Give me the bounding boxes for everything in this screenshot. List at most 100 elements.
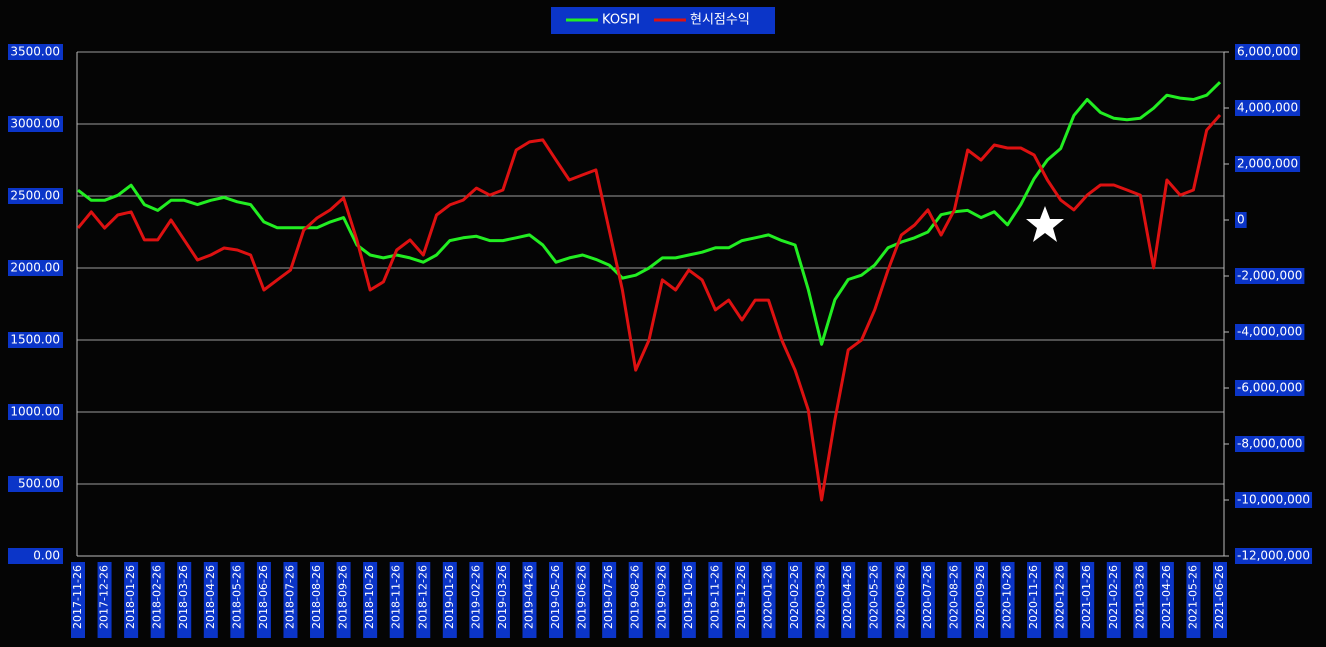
x-tick-label-bg	[947, 562, 962, 638]
y-tick-label-bg	[8, 116, 63, 132]
x-tick-label: 2019-03-26	[496, 565, 509, 629]
x-tick-label: 2018-09-26	[337, 565, 350, 629]
x-tick-label: 2019-11-26	[708, 565, 721, 629]
y2-tick-label-bg	[1235, 212, 1247, 228]
x-tick-label: 2020-02-26	[788, 565, 801, 629]
x-tick-label-bg	[442, 562, 457, 638]
x-tick-label-bg	[71, 562, 85, 638]
x-tick-label-bg	[602, 562, 617, 638]
x-tick-label: 2019-07-26	[602, 565, 615, 629]
y2-tick-label-bg	[1235, 548, 1313, 564]
x-tick-label-bg	[389, 562, 404, 638]
x-tick-label-bg	[256, 562, 271, 638]
x-tick-label: 2018-04-26	[204, 565, 217, 629]
x-tick-label: 2021-03-26	[1133, 565, 1146, 629]
y2-tick-label-bg	[1235, 492, 1313, 508]
x-tick-label: 2019-09-26	[655, 565, 668, 629]
x-tick-label-bg	[97, 562, 112, 638]
x-tick-label: 2020-08-26	[947, 565, 960, 629]
x-tick-label-bg	[867, 562, 882, 638]
x-tick-label-bg	[681, 562, 696, 638]
y2-tick-label-bg	[1235, 324, 1305, 340]
x-tick-label-bg	[708, 562, 723, 638]
x-tick-label: 2020-01-26	[762, 565, 775, 629]
x-tick-label-bg	[841, 562, 856, 638]
x-tick-label: 2020-12-26	[1054, 565, 1067, 629]
x-tick-label: 2020-04-26	[841, 565, 854, 629]
x-tick-label: 2017-11-26	[71, 565, 84, 629]
x-tick-label-bg	[1027, 562, 1042, 638]
x-tick-label: 2020-07-26	[921, 565, 934, 629]
x-tick-label: 2021-05-26	[1186, 565, 1199, 629]
x-tick-label-bg	[522, 562, 537, 638]
star-marker	[1026, 206, 1064, 242]
y2-tick-label: 6,000,000	[1237, 45, 1298, 59]
y2-tick-label-bg	[1235, 44, 1301, 60]
x-tick-label-bg	[310, 562, 325, 638]
x-tick-label: 2019-06-26	[576, 565, 589, 629]
x-tick-label: 2019-02-26	[469, 565, 482, 629]
legend-label: 현시점수익	[690, 13, 750, 28]
x-tick-label: 2020-09-26	[974, 565, 987, 629]
series-line	[77, 81, 1222, 346]
y-tick-label-bg	[8, 332, 63, 348]
x-tick-label: 2018-12-26	[416, 565, 429, 629]
x-tick-label: 2020-03-26	[815, 565, 828, 629]
y-tick-label: 500.00	[18, 477, 60, 491]
y2-tick-label: 4,000,000	[1237, 101, 1298, 115]
x-tick-label-bg	[1213, 562, 1227, 638]
x-tick-label-bg	[363, 562, 378, 638]
y2-tick-label: -6,000,000	[1237, 381, 1302, 395]
x-tick-label: 2019-08-26	[629, 565, 642, 629]
x-tick-label: 2021-01-26	[1080, 565, 1093, 629]
x-tick-label-bg	[177, 562, 192, 638]
x-tick-label-bg	[1186, 562, 1201, 638]
y-tick-label: 3000.00	[10, 117, 60, 131]
x-tick-label-bg	[336, 562, 351, 638]
y-tick-label: 2000.00	[10, 261, 60, 275]
y2-tick-label: 2,000,000	[1237, 157, 1298, 171]
x-tick-label-bg	[230, 562, 245, 638]
x-tick-label-bg	[788, 562, 803, 638]
x-tick-label-bg	[1106, 562, 1121, 638]
x-tick-label-bg	[1000, 562, 1015, 638]
x-tick-label-bg	[973, 562, 988, 638]
y2-tick-label-bg	[1235, 268, 1305, 284]
x-tick-label-bg	[575, 562, 590, 638]
x-tick-label: 2017-12-26	[98, 565, 111, 629]
x-tick-label: 2018-01-26	[124, 565, 137, 629]
y2-tick-label: -10,000,000	[1237, 493, 1310, 507]
x-tick-label: 2021-04-26	[1160, 565, 1173, 629]
y2-tick-label: -12,000,000	[1237, 549, 1310, 563]
y2-tick-label-bg	[1235, 156, 1301, 172]
x-tick-label: 2020-11-26	[1027, 565, 1040, 629]
x-tick-label: 2019-04-26	[522, 565, 535, 629]
x-tick-label-bg	[150, 562, 165, 638]
x-tick-label-bg	[549, 562, 564, 638]
x-tick-label-bg	[655, 562, 670, 638]
x-tick-label-bg	[469, 562, 484, 638]
x-tick-label-bg	[203, 562, 218, 638]
series-line	[76, 114, 1222, 502]
y-tick-label-bg	[8, 260, 63, 276]
y-tick-label-bg	[8, 404, 63, 420]
x-tick-label: 2021-06-26	[1213, 565, 1226, 629]
x-tick-label-bg	[814, 562, 829, 638]
x-tick-label-bg	[1159, 562, 1174, 638]
y-tick-label-bg	[8, 476, 63, 492]
x-tick-label: 2020-10-26	[1001, 565, 1014, 629]
x-tick-label-bg	[920, 562, 935, 638]
y2-tick-label: -8,000,000	[1237, 437, 1302, 451]
x-tick-label-bg	[628, 562, 643, 638]
x-tick-label: 2018-05-26	[230, 565, 243, 629]
y-tick-label: 2500.00	[10, 189, 60, 203]
lines	[76, 81, 1222, 502]
x-tick-label: 2019-05-26	[549, 565, 562, 629]
x-tick-label-bg	[495, 562, 510, 638]
legend-label: KOSPI	[602, 13, 640, 28]
y2-tick-label-bg	[1235, 436, 1305, 452]
x-tick-label: 2018-11-26	[390, 565, 403, 629]
y2-tick-label: -2,000,000	[1237, 269, 1302, 283]
